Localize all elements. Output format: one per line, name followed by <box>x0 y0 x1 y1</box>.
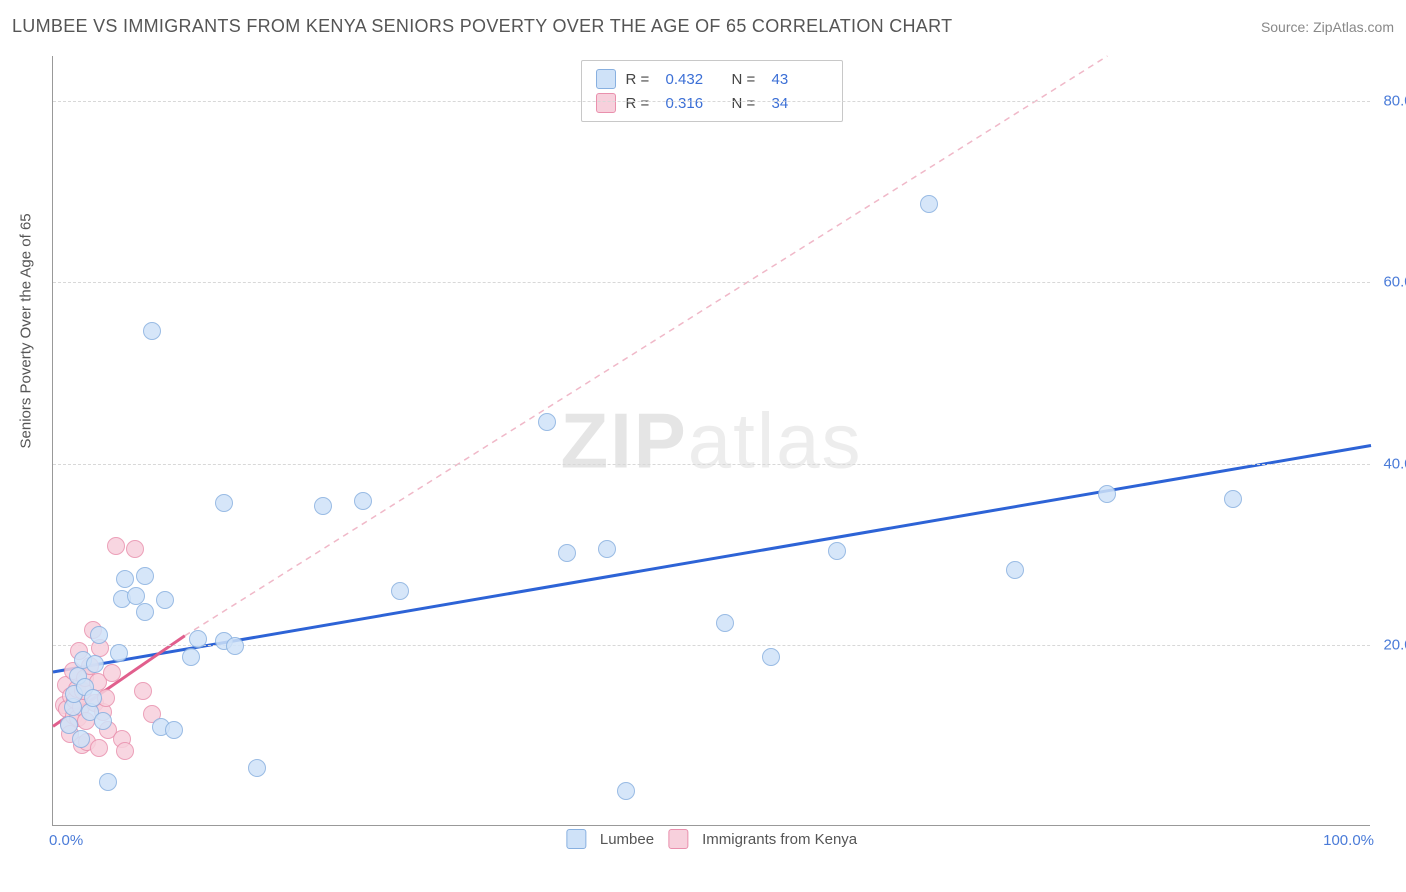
y-tick-label: 20.0% <box>1383 636 1406 653</box>
n-value-lumbee: 43 <box>772 71 828 88</box>
swatch-kenya-icon <box>668 829 688 849</box>
plot-area: ZIPatlas R = 0.432 N = 43 R = 0.316 N = … <box>52 56 1370 826</box>
swatch-kenya-icon <box>596 93 616 113</box>
n-label: N = <box>732 95 762 112</box>
scatter-point <box>107 537 125 555</box>
scatter-point <box>116 742 134 760</box>
scatter-point <box>598 540 616 558</box>
scatter-point <box>94 712 112 730</box>
gridline <box>53 645 1370 646</box>
scatter-point <box>828 542 846 560</box>
r-value-lumbee: 0.432 <box>666 71 722 88</box>
r-label: R = <box>626 71 656 88</box>
watermark-bold: ZIP <box>560 396 687 484</box>
stats-row-kenya: R = 0.316 N = 34 <box>596 91 828 115</box>
scatter-point <box>920 195 938 213</box>
scatter-point <box>215 494 233 512</box>
scatter-point <box>762 648 780 666</box>
r-label: R = <box>626 95 656 112</box>
scatter-point <box>1006 561 1024 579</box>
scatter-point <box>156 591 174 609</box>
scatter-point <box>1224 490 1242 508</box>
r-value-kenya: 0.316 <box>666 95 722 112</box>
scatter-point <box>165 721 183 739</box>
correlation-chart: LUMBEE VS IMMIGRANTS FROM KENYA SENIORS … <box>0 0 1406 892</box>
scatter-point <box>127 587 145 605</box>
y-tick-label: 40.0% <box>1383 455 1406 472</box>
scatter-point <box>143 322 161 340</box>
y-tick-label: 80.0% <box>1383 93 1406 110</box>
stats-legend: R = 0.432 N = 43 R = 0.316 N = 34 <box>581 60 843 122</box>
gridline <box>53 101 1370 102</box>
scatter-point <box>558 544 576 562</box>
scatter-point <box>538 413 556 431</box>
scatter-point <box>617 782 635 800</box>
watermark-light: atlas <box>688 396 863 484</box>
scatter-point <box>126 540 144 558</box>
stats-row-lumbee: R = 0.432 N = 43 <box>596 67 828 91</box>
x-tick-max: 100.0% <box>1323 832 1374 849</box>
scatter-point <box>84 689 102 707</box>
source-label: Source: ZipAtlas.com <box>1261 19 1394 35</box>
gridline <box>53 282 1370 283</box>
y-axis-title: Seniors Poverty Over the Age of 65 <box>18 213 35 448</box>
scatter-point <box>136 603 154 621</box>
scatter-point <box>226 637 244 655</box>
x-tick-min: 0.0% <box>49 832 83 849</box>
y-tick-label: 60.0% <box>1383 274 1406 291</box>
scatter-point <box>116 570 134 588</box>
scatter-point <box>716 614 734 632</box>
legend-label-lumbee: Lumbee <box>600 831 654 848</box>
scatter-point <box>182 648 200 666</box>
scatter-point <box>103 664 121 682</box>
scatter-point <box>391 582 409 600</box>
legend-label-kenya: Immigrants from Kenya <box>702 831 857 848</box>
scatter-point <box>136 567 154 585</box>
scatter-point <box>110 644 128 662</box>
chart-title: LUMBEE VS IMMIGRANTS FROM KENYA SENIORS … <box>12 16 952 37</box>
scatter-point <box>248 759 266 777</box>
n-label: N = <box>732 71 762 88</box>
scatter-point <box>1098 485 1116 503</box>
scatter-point <box>314 497 332 515</box>
title-bar: LUMBEE VS IMMIGRANTS FROM KENYA SENIORS … <box>12 16 1394 37</box>
scatter-point <box>354 492 372 510</box>
series-legend: Lumbee Immigrants from Kenya <box>566 829 857 849</box>
regression-lines-svg <box>53 56 1371 826</box>
swatch-lumbee-icon <box>596 69 616 89</box>
gridline <box>53 464 1370 465</box>
watermark: ZIPatlas <box>560 395 862 486</box>
scatter-point <box>189 630 207 648</box>
n-value-kenya: 34 <box>772 95 828 112</box>
scatter-point <box>90 626 108 644</box>
scatter-point <box>90 739 108 757</box>
scatter-point <box>134 682 152 700</box>
scatter-point <box>86 655 104 673</box>
scatter-point <box>72 730 90 748</box>
swatch-lumbee-icon <box>566 829 586 849</box>
scatter-point <box>99 773 117 791</box>
